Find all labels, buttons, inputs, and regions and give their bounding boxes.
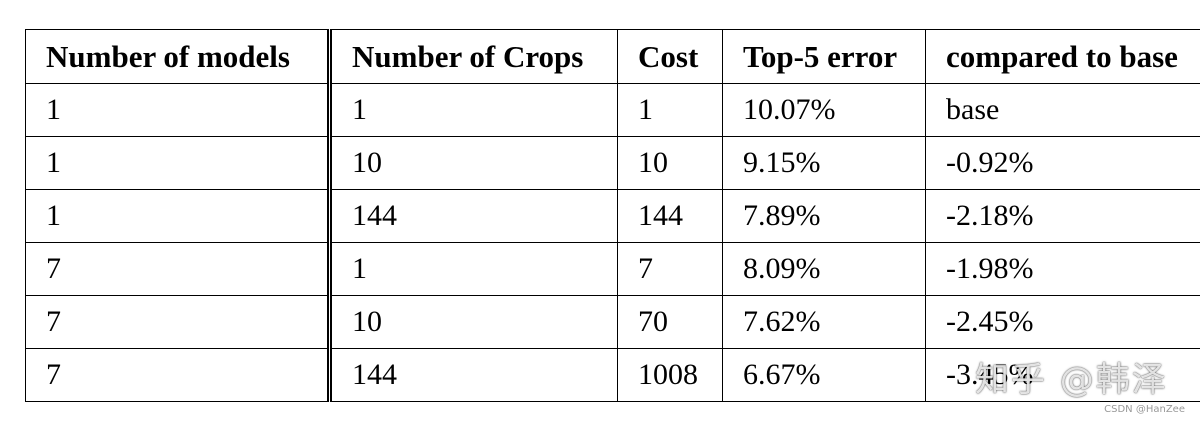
cell-cost: 7 bbox=[617, 242, 723, 296]
header-compared-to-base: compared to base bbox=[925, 29, 1200, 84]
table-row: 1 144 144 7.89% -2.18% bbox=[25, 189, 1200, 243]
table-header-row: Number of models Number of Crops Cost To… bbox=[25, 29, 1200, 84]
header-number-of-crops: Number of Crops bbox=[329, 29, 618, 84]
cell-top5-error: 10.07% bbox=[722, 83, 926, 137]
cell-crops: 1 bbox=[329, 83, 618, 137]
cell-compared: -3.45% bbox=[925, 348, 1200, 402]
cell-cost: 1008 bbox=[617, 348, 723, 402]
cell-crops: 10 bbox=[329, 136, 618, 190]
table-row: 1 1 1 10.07% base bbox=[25, 83, 1200, 137]
cell-cost: 144 bbox=[617, 189, 723, 243]
table-row: 1 10 10 9.15% -0.92% bbox=[25, 136, 1200, 190]
header-number-of-models: Number of models bbox=[25, 29, 332, 84]
cell-crops: 144 bbox=[329, 348, 618, 402]
cell-compared: -1.98% bbox=[925, 242, 1200, 296]
cell-cost: 10 bbox=[617, 136, 723, 190]
cell-crops: 144 bbox=[329, 189, 618, 243]
cell-models: 7 bbox=[25, 242, 332, 296]
cell-compared: -2.18% bbox=[925, 189, 1200, 243]
cell-crops: 1 bbox=[329, 242, 618, 296]
cell-top5-error: 6.67% bbox=[722, 348, 926, 402]
cell-compared: -2.45% bbox=[925, 295, 1200, 349]
cell-models: 7 bbox=[25, 348, 332, 402]
header-cost: Cost bbox=[617, 29, 723, 84]
results-table: Number of models Number of Crops Cost To… bbox=[25, 29, 1200, 402]
cell-models: 7 bbox=[25, 295, 332, 349]
cell-compared: base bbox=[925, 83, 1200, 137]
cell-models: 1 bbox=[25, 136, 332, 190]
cell-models: 1 bbox=[25, 83, 332, 137]
cell-top5-error: 9.15% bbox=[722, 136, 926, 190]
cell-crops: 10 bbox=[329, 295, 618, 349]
table-row: 7 1 7 8.09% -1.98% bbox=[25, 242, 1200, 296]
cell-top5-error: 7.62% bbox=[722, 295, 926, 349]
table-row: 7 10 70 7.62% -2.45% bbox=[25, 295, 1200, 349]
cell-top5-error: 7.89% bbox=[722, 189, 926, 243]
cell-cost: 70 bbox=[617, 295, 723, 349]
cell-cost: 1 bbox=[617, 83, 723, 137]
table-row: 7 144 1008 6.67% -3.45% bbox=[25, 348, 1200, 402]
header-top5-error: Top-5 error bbox=[722, 29, 926, 84]
cell-models: 1 bbox=[25, 189, 332, 243]
credit-text: CSDN @HanZee bbox=[1104, 404, 1185, 415]
cell-compared: -0.92% bbox=[925, 136, 1200, 190]
cell-top5-error: 8.09% bbox=[722, 242, 926, 296]
